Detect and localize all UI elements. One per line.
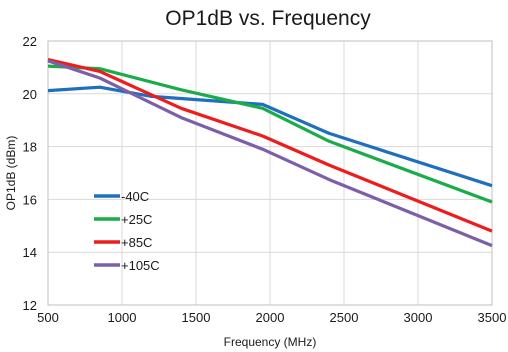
y-axis-label: OP1dB (dBm)	[4, 136, 18, 211]
y-tick-label: 20	[23, 87, 37, 102]
legend: -40C +25C +85C +105C	[94, 189, 160, 273]
series-line-3	[47, 59, 493, 248]
x-tick-label: 2000	[256, 310, 285, 325]
series-lines	[47, 57, 493, 248]
y-tick-label: 12	[23, 298, 37, 313]
legend-label: -40C	[121, 189, 149, 204]
x-tick-label: 3500	[478, 310, 507, 325]
x-tick-label: 3000	[404, 310, 433, 325]
x-axis-label: Frequency (MHz)	[224, 335, 317, 349]
x-tick-label: 500	[37, 310, 59, 325]
x-tick-label: 2500	[330, 310, 359, 325]
y-tick-label: 18	[23, 140, 37, 155]
chart-title: OP1dB vs. Frequency	[165, 7, 371, 30]
y-tick-label: 22	[23, 34, 37, 49]
x-tick-label: 1000	[108, 310, 137, 325]
tick-labels: 500 1000 1500 2000 2500 3000 3500 12 14 16 18 20 22	[23, 34, 507, 325]
series-line-2	[47, 57, 493, 233]
legend-label: +105C	[121, 258, 160, 273]
legend-label: +85C	[121, 235, 152, 250]
grid	[47, 40, 493, 306]
legend-label: +25C	[121, 212, 152, 227]
y-tick-label: 16	[23, 192, 37, 207]
x-tick-label: 1500	[182, 310, 211, 325]
y-tick-label: 14	[23, 245, 37, 260]
plot-area	[47, 40, 493, 306]
series-line-0	[47, 85, 493, 188]
